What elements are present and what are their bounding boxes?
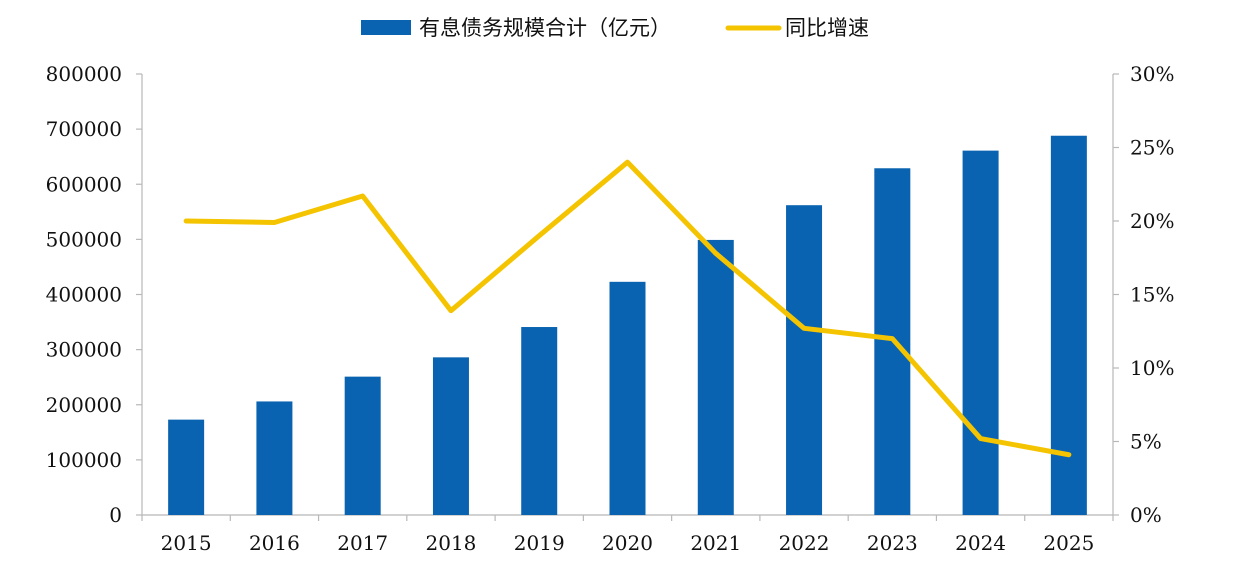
legend: 有息债务规模合计（亿元） 同比增速 [361,16,869,40]
x-tick-label: 2025 [1043,531,1094,555]
x-tick-label: 2018 [426,531,477,555]
bar [786,205,823,515]
bar [521,327,558,515]
x-tick-label: 2016 [249,531,300,555]
legend-bar-label: 有息债务规模合计（亿元） [419,16,671,40]
legend-bar-swatch [361,20,411,35]
left-tick-label: 800000 [46,62,122,86]
left-axis-ticks: 0 100000 200000 300000 400000 500000 600000 700… [46,62,142,527]
x-tick-label: 2022 [779,531,830,555]
x-tick-label: 2020 [602,531,653,555]
right-tick-label: 25% [1130,136,1174,160]
right-axis-ticks: 0% 5% 10% 15% 20% 25% 30% [1113,62,1174,527]
bar [962,150,999,515]
left-tick-label: 0 [109,503,122,527]
right-tick-label: 20% [1130,209,1174,233]
bar [432,357,469,515]
left-tick-label: 500000 [46,227,122,251]
bar [697,239,734,515]
x-tick-label: 2019 [514,531,565,555]
x-tick-label: 2017 [337,531,388,555]
x-tick-label: 2023 [867,531,918,555]
bar [1050,135,1087,516]
legend-line-label: 同比增速 [785,16,869,40]
x-tick-label: 2021 [690,531,741,555]
right-tick-label: 5% [1130,430,1162,454]
bar [168,419,205,515]
bar-series [168,135,1087,516]
left-tick-label: 100000 [46,448,122,472]
left-tick-label: 700000 [46,117,122,141]
x-tick-label: 2015 [161,531,212,555]
left-tick-label: 600000 [46,172,122,196]
x-tick-label: 2024 [955,531,1006,555]
bar [609,281,646,515]
left-tick-label: 300000 [46,338,122,362]
right-tick-label: 10% [1130,356,1174,380]
left-tick-label: 200000 [46,393,122,417]
bar [344,376,381,515]
right-tick-label: 15% [1130,283,1174,307]
bar [256,401,293,515]
x-axis-ticks: 2015 2016 2017 2018 2019 2020 2021 2022 2023 2024… [161,531,1095,555]
right-tick-label: 30% [1130,62,1174,86]
left-tick-label: 400000 [46,283,122,307]
line-series [183,159,1072,458]
right-tick-label: 0% [1130,503,1162,527]
